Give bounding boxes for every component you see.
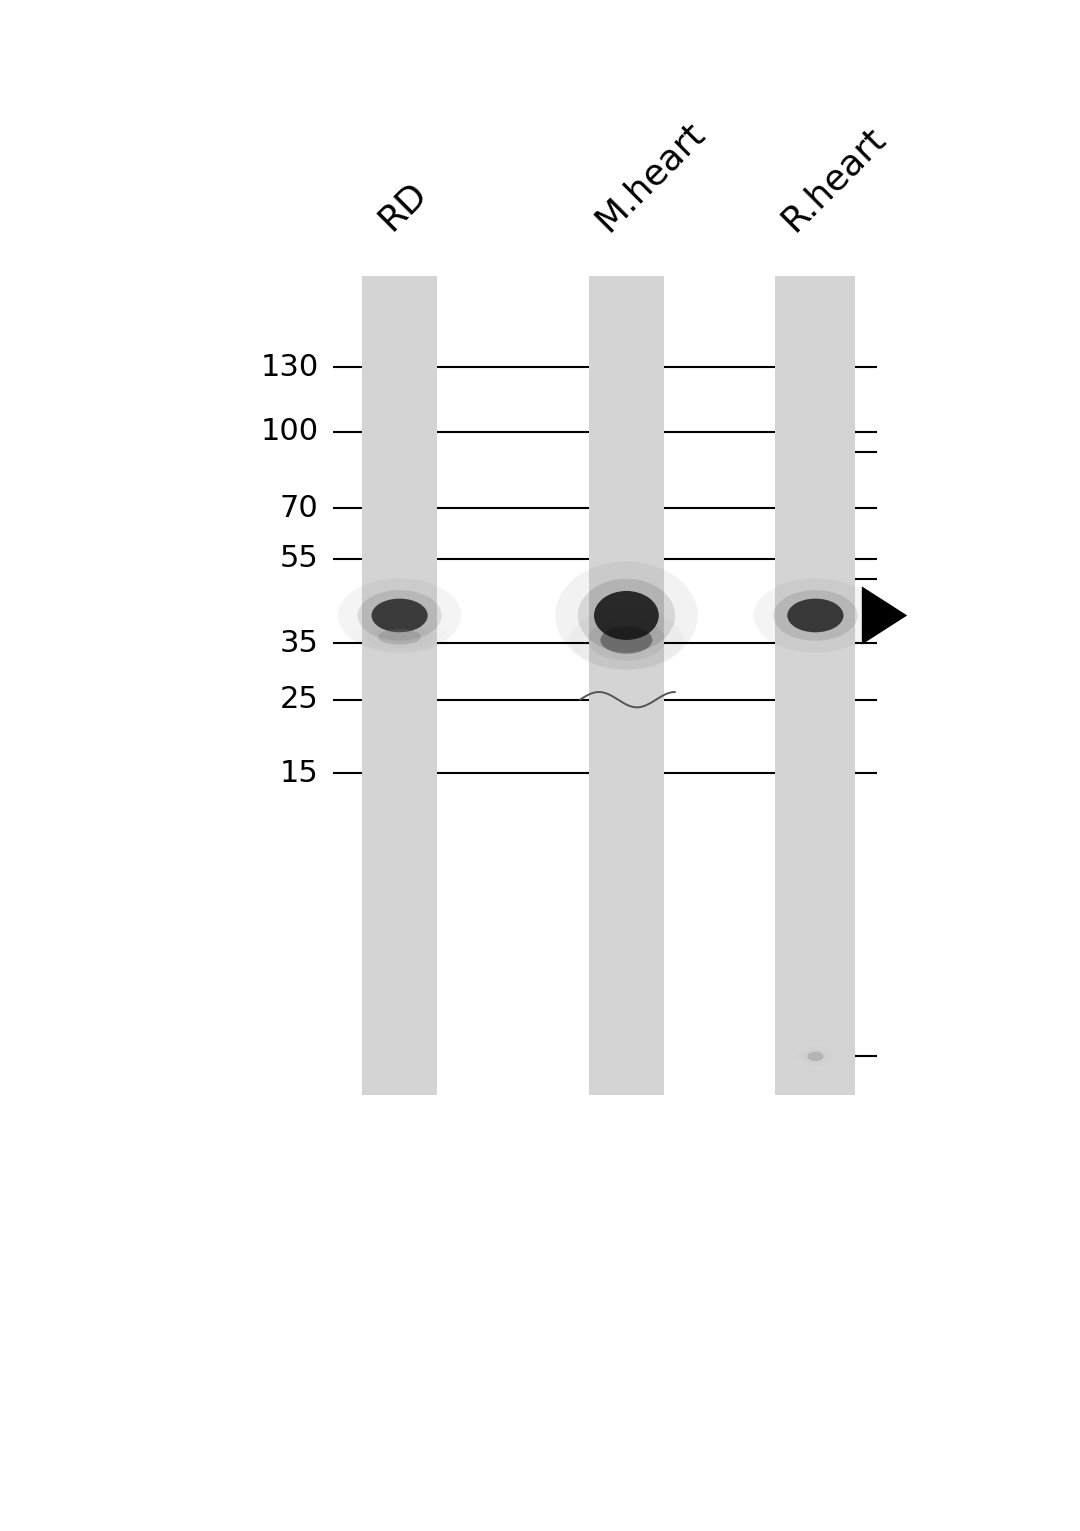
Ellipse shape xyxy=(378,629,421,645)
Ellipse shape xyxy=(787,599,843,632)
Ellipse shape xyxy=(555,562,698,669)
Text: 55: 55 xyxy=(280,545,319,573)
Bar xyxy=(589,276,664,1095)
Ellipse shape xyxy=(594,591,659,640)
Ellipse shape xyxy=(773,589,858,640)
Text: RD: RD xyxy=(373,176,434,237)
Ellipse shape xyxy=(357,589,442,640)
Ellipse shape xyxy=(372,599,428,632)
Text: 70: 70 xyxy=(280,495,319,522)
Text: 130: 130 xyxy=(260,354,319,381)
Text: M.heart: M.heart xyxy=(589,115,711,237)
Text: 15: 15 xyxy=(280,759,319,787)
Ellipse shape xyxy=(600,626,652,654)
Ellipse shape xyxy=(807,1052,824,1061)
Text: 100: 100 xyxy=(260,418,319,446)
Bar xyxy=(362,276,437,1095)
Text: 35: 35 xyxy=(280,629,319,657)
Ellipse shape xyxy=(578,579,675,652)
Ellipse shape xyxy=(588,620,665,661)
Bar xyxy=(775,276,855,1095)
Text: R.heart: R.heart xyxy=(775,121,892,237)
Polygon shape xyxy=(862,586,907,645)
Text: 25: 25 xyxy=(280,686,319,713)
